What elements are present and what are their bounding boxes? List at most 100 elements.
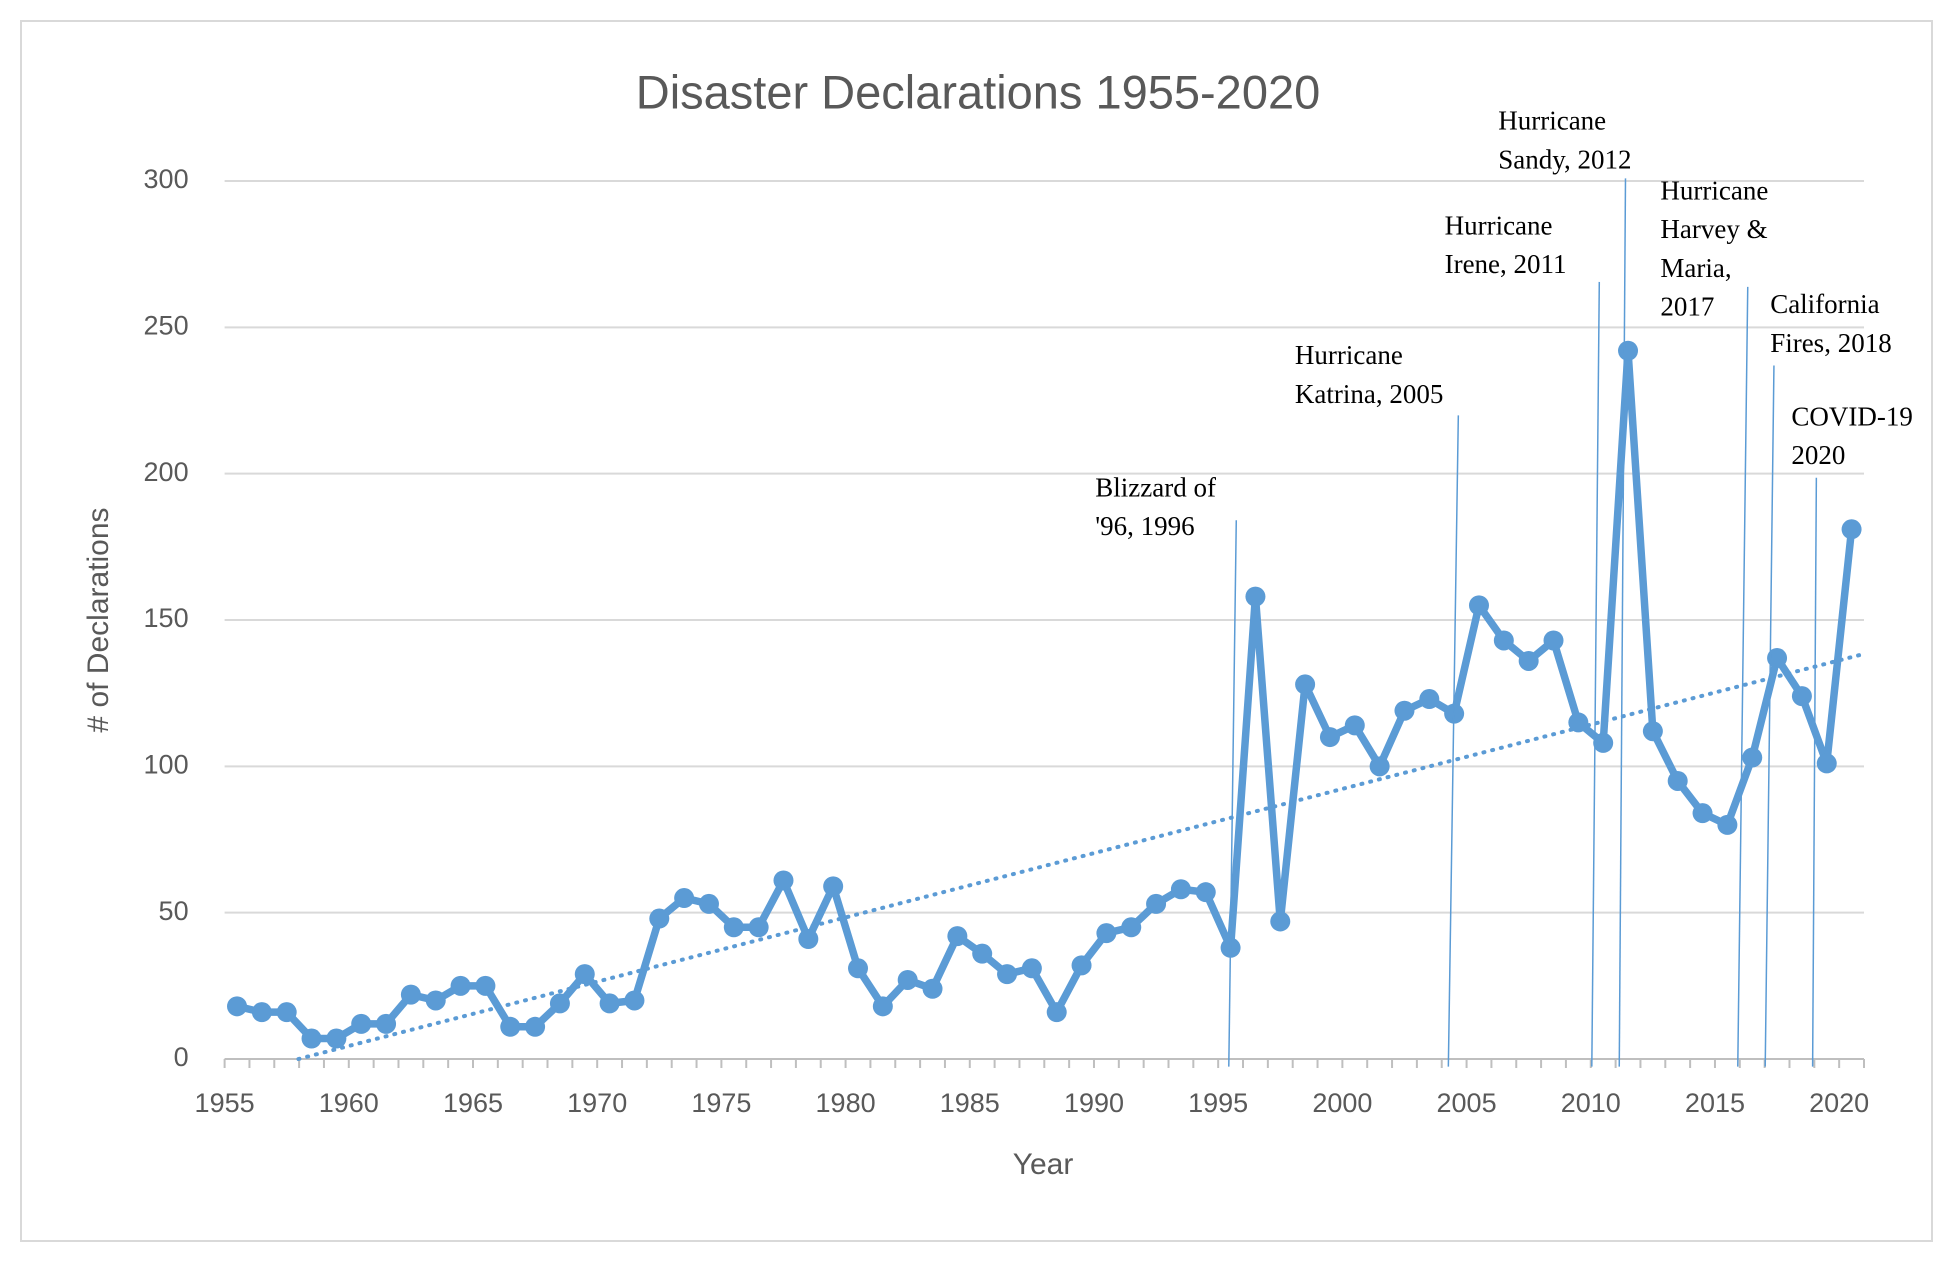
data-point	[1319, 727, 1340, 748]
data-point	[574, 964, 595, 985]
data-point	[1816, 753, 1837, 774]
y-tick-label: 150	[144, 603, 189, 633]
trendline	[296, 651, 1866, 1061]
data-point	[1245, 586, 1266, 607]
annotation-leader	[1764, 365, 1775, 1067]
data-point	[1394, 700, 1415, 721]
data-point	[227, 996, 248, 1017]
annotation-text: Hurricane	[1295, 340, 1403, 370]
data-point	[649, 908, 670, 929]
data-point	[251, 1002, 272, 1023]
data-point	[1146, 893, 1167, 914]
x-tick-label: 2015	[1685, 1088, 1745, 1118]
annotation-leader	[1447, 415, 1460, 1067]
data-point	[1767, 648, 1788, 669]
annotation-text: Hurricane	[1660, 176, 1768, 206]
annotation-leader	[1618, 178, 1627, 1067]
annotation-leader	[1591, 281, 1601, 1067]
data-point	[450, 975, 471, 996]
data-point	[1841, 519, 1862, 540]
annotation-text: Harvey &	[1660, 214, 1767, 244]
data-point	[1170, 879, 1191, 900]
data-point	[425, 990, 446, 1011]
data-point	[1195, 882, 1216, 903]
data-point	[1021, 958, 1042, 979]
annotation-text: Fires, 2018	[1770, 328, 1892, 358]
x-tick-label: 1970	[567, 1088, 627, 1118]
x-tick-label: 1960	[319, 1088, 379, 1118]
data-point	[276, 1002, 297, 1023]
data-point	[1618, 340, 1639, 361]
data-point	[1692, 803, 1713, 824]
annotation-text: Katrina, 2005	[1295, 379, 1443, 409]
x-tick-label: 1990	[1064, 1088, 1124, 1118]
y-tick-label: 250	[144, 310, 189, 340]
y-tick-label: 100	[144, 749, 189, 779]
data-point	[1046, 1002, 1067, 1023]
data-point	[872, 996, 893, 1017]
data-point	[1270, 911, 1291, 932]
annotation-text: Hurricane	[1445, 210, 1553, 240]
x-axis-label: Year	[1013, 1148, 1074, 1181]
y-tick-label: 200	[144, 457, 189, 487]
data-point	[922, 978, 943, 999]
data-point	[525, 1016, 546, 1037]
annotation-leader	[1228, 520, 1238, 1067]
data-point	[1419, 689, 1440, 710]
data-point	[798, 929, 819, 950]
annotation-text: COVID-19	[1791, 401, 1913, 431]
data-point	[1543, 630, 1564, 651]
data-point	[1121, 917, 1142, 938]
data-point	[1667, 770, 1688, 791]
data-point	[1518, 650, 1539, 671]
x-tick-label: 2020	[1809, 1088, 1869, 1118]
data-point	[475, 975, 496, 996]
data-point	[301, 1028, 322, 1049]
x-tick-label: 1985	[940, 1088, 1000, 1118]
data-point	[848, 958, 869, 979]
data-point	[1568, 712, 1589, 733]
data-point	[723, 917, 744, 938]
data-point	[1742, 747, 1763, 768]
x-tick-label: 2000	[1312, 1088, 1372, 1118]
data-point	[1468, 595, 1489, 616]
annotation-text: 2020	[1791, 440, 1845, 470]
data-point	[972, 943, 993, 964]
data-point	[698, 893, 719, 914]
data-point	[500, 1016, 521, 1037]
data-point	[326, 1028, 347, 1049]
y-tick-label: 300	[144, 164, 189, 194]
data-point	[624, 990, 645, 1011]
annotation-text: '96, 1996	[1095, 511, 1194, 541]
data-point	[1493, 630, 1514, 651]
data-point	[748, 917, 769, 938]
y-axis-label: # of Declarations	[82, 507, 115, 732]
x-tick-label: 1955	[195, 1088, 255, 1118]
y-tick-label: 50	[159, 896, 189, 926]
data-point	[1791, 686, 1812, 707]
annotation-text: Maria,	[1660, 253, 1731, 283]
data-point	[400, 984, 421, 1005]
data-point	[997, 964, 1018, 985]
data-point	[376, 1013, 397, 1034]
data-point	[1295, 674, 1316, 695]
data-point	[947, 926, 968, 947]
data-point	[1717, 814, 1738, 835]
data-point	[1096, 923, 1117, 944]
annotation-text: 2017	[1660, 292, 1714, 322]
x-tick-label: 1980	[816, 1088, 876, 1118]
annotation-text: Sandy, 2012	[1498, 144, 1631, 174]
data-point	[599, 993, 620, 1014]
data-point	[823, 876, 844, 897]
data-point	[674, 888, 695, 909]
data-point	[1344, 715, 1365, 736]
annotation-text: Blizzard of	[1095, 472, 1216, 502]
x-tick-label: 1995	[1188, 1088, 1248, 1118]
data-point	[773, 870, 794, 891]
annotation-text: Irene, 2011	[1445, 249, 1567, 279]
data-point	[549, 993, 570, 1014]
x-tick-label: 2005	[1437, 1088, 1497, 1118]
data-point	[1071, 955, 1092, 976]
data-point	[897, 969, 918, 990]
